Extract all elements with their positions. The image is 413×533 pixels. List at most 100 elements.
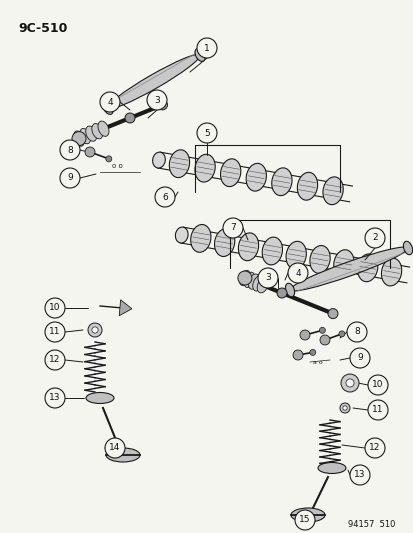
- Ellipse shape: [256, 278, 268, 293]
- Ellipse shape: [195, 154, 215, 182]
- Ellipse shape: [175, 227, 188, 243]
- Circle shape: [60, 140, 80, 160]
- Ellipse shape: [86, 392, 114, 403]
- Ellipse shape: [103, 102, 113, 115]
- Text: 10: 10: [49, 303, 61, 312]
- Ellipse shape: [309, 246, 330, 273]
- Circle shape: [237, 271, 251, 285]
- Circle shape: [287, 263, 307, 283]
- Circle shape: [85, 147, 95, 157]
- Ellipse shape: [322, 177, 342, 205]
- Ellipse shape: [214, 229, 234, 256]
- Circle shape: [292, 350, 302, 360]
- Circle shape: [309, 350, 315, 356]
- Ellipse shape: [169, 150, 189, 177]
- Circle shape: [45, 322, 65, 342]
- Circle shape: [367, 400, 387, 420]
- Ellipse shape: [108, 54, 199, 109]
- Text: 6: 6: [162, 192, 167, 201]
- Ellipse shape: [402, 241, 412, 255]
- Circle shape: [147, 90, 166, 110]
- Circle shape: [197, 38, 216, 58]
- Text: 11: 11: [49, 327, 61, 336]
- Circle shape: [92, 327, 98, 333]
- Ellipse shape: [380, 258, 401, 286]
- Circle shape: [367, 375, 387, 395]
- Circle shape: [125, 113, 135, 123]
- Ellipse shape: [238, 233, 258, 261]
- Circle shape: [346, 322, 366, 342]
- Circle shape: [105, 438, 125, 458]
- Circle shape: [299, 330, 309, 340]
- Circle shape: [318, 327, 325, 333]
- Circle shape: [345, 379, 353, 387]
- Text: 94157  510: 94157 510: [347, 520, 394, 529]
- Circle shape: [294, 510, 314, 530]
- Text: 13: 13: [49, 393, 61, 402]
- Ellipse shape: [285, 283, 294, 297]
- Ellipse shape: [239, 270, 250, 286]
- Ellipse shape: [92, 124, 103, 139]
- Text: 2: 2: [371, 233, 377, 243]
- Text: 3: 3: [264, 273, 270, 282]
- Text: 7: 7: [230, 223, 235, 232]
- Text: 10: 10: [371, 381, 383, 390]
- Ellipse shape: [98, 121, 109, 136]
- Text: 8: 8: [67, 146, 73, 155]
- Ellipse shape: [85, 126, 97, 141]
- Ellipse shape: [79, 128, 90, 144]
- Text: 11: 11: [371, 406, 383, 415]
- Circle shape: [223, 218, 242, 238]
- Circle shape: [349, 348, 369, 368]
- Text: 4: 4: [294, 269, 300, 278]
- Text: 12: 12: [368, 443, 380, 453]
- Polygon shape: [119, 300, 132, 316]
- Text: 9C-510: 9C-510: [18, 22, 67, 35]
- Text: 9: 9: [356, 353, 362, 362]
- Ellipse shape: [190, 224, 211, 252]
- Circle shape: [154, 187, 175, 207]
- Circle shape: [349, 465, 369, 485]
- Text: 4: 4: [107, 98, 112, 107]
- Circle shape: [327, 309, 337, 319]
- Ellipse shape: [297, 172, 317, 200]
- Circle shape: [157, 100, 167, 110]
- Circle shape: [364, 438, 384, 458]
- Circle shape: [340, 374, 358, 392]
- Circle shape: [100, 92, 120, 112]
- Ellipse shape: [317, 463, 345, 473]
- Ellipse shape: [357, 254, 377, 282]
- Circle shape: [45, 298, 65, 318]
- Circle shape: [72, 132, 86, 146]
- Text: 15: 15: [299, 515, 310, 524]
- Ellipse shape: [271, 168, 291, 196]
- Ellipse shape: [195, 49, 204, 61]
- Ellipse shape: [289, 247, 407, 291]
- Ellipse shape: [333, 250, 353, 278]
- Circle shape: [60, 168, 80, 188]
- Text: 5: 5: [204, 128, 209, 138]
- Text: o o: o o: [112, 163, 122, 169]
- Circle shape: [45, 388, 65, 408]
- Text: 8: 8: [353, 327, 359, 336]
- Ellipse shape: [252, 276, 263, 291]
- Text: 14: 14: [109, 443, 121, 453]
- Ellipse shape: [290, 508, 324, 522]
- Text: 12: 12: [49, 356, 61, 365]
- Circle shape: [319, 335, 329, 345]
- Circle shape: [257, 268, 277, 288]
- Text: 9: 9: [67, 174, 73, 182]
- Ellipse shape: [220, 159, 240, 187]
- Ellipse shape: [243, 272, 254, 287]
- Circle shape: [364, 228, 384, 248]
- Text: a o: a o: [312, 360, 322, 365]
- Ellipse shape: [285, 241, 306, 269]
- Text: 3: 3: [154, 95, 159, 104]
- Ellipse shape: [248, 274, 259, 289]
- Ellipse shape: [106, 448, 140, 462]
- Text: 1: 1: [204, 44, 209, 52]
- Ellipse shape: [152, 152, 165, 168]
- Circle shape: [276, 288, 286, 298]
- Circle shape: [342, 406, 347, 410]
- Ellipse shape: [73, 131, 84, 146]
